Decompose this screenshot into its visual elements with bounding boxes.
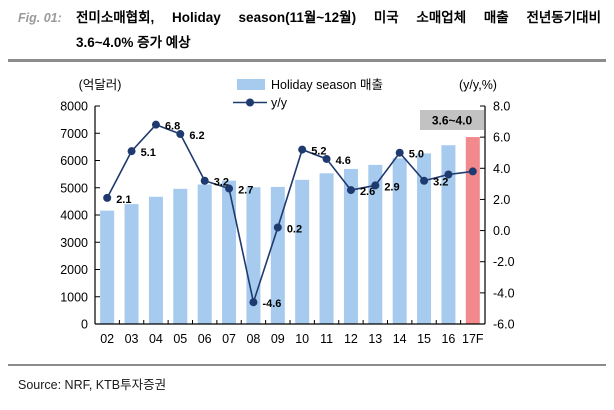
x-tick-label: 16	[441, 332, 455, 346]
bar-13	[368, 164, 383, 324]
left-tick-label: 6000	[60, 154, 88, 168]
right-tick-label: -4.0	[493, 286, 515, 300]
yoy-point-15	[420, 176, 429, 185]
left-tick-label: 4000	[60, 209, 88, 223]
yoy-point-label-04: 6.8	[165, 121, 180, 133]
right-tick-label: 8.0	[493, 100, 510, 114]
x-tick-label: 04	[149, 332, 163, 346]
yoy-line	[106, 123, 473, 306]
x-tick-label: 07	[222, 332, 236, 346]
x-tick-label: 11	[320, 332, 333, 346]
right-tick-label: 4.0	[493, 162, 510, 176]
bar-03	[124, 204, 139, 324]
left-tick-label: 2000	[60, 263, 88, 277]
left-tick-label: 3000	[60, 236, 88, 250]
forecast-range-label: 3.6~4.0	[432, 114, 473, 128]
x-tick-label: 09	[271, 332, 285, 346]
yoy-point-label-09: 0.2	[287, 223, 302, 235]
title-divider-rule	[8, 59, 606, 62]
x-tick-label: 02	[100, 332, 114, 346]
left-tick-label: 5000	[60, 181, 88, 195]
yoy-point-08	[249, 298, 258, 307]
bar-04	[148, 196, 163, 324]
yoy-point-label-05: 6.2	[189, 130, 204, 142]
yoy-point-label-10: 5.2	[311, 146, 326, 158]
yoy-point-09	[273, 223, 282, 232]
right-tick-label: 6.0	[493, 131, 510, 145]
yoy-point-label-12: 2.6	[360, 186, 375, 198]
x-tick-label: 12	[344, 332, 358, 346]
bar-11	[319, 173, 334, 324]
yoy-point-12	[346, 186, 355, 195]
bar-06	[197, 184, 212, 324]
yoy-point-label-14: 5.0	[409, 149, 424, 161]
bar-05	[173, 188, 188, 324]
yoy-point-06	[200, 176, 209, 185]
yoy-point-04	[151, 120, 160, 129]
x-tick-label: 08	[246, 332, 260, 346]
holiday-season-sales-chart: 0 1000 2000 3000 4000 5000 6000 7000 8000 -6.0 -4.…	[60, 78, 515, 346]
legend-bar-swatch	[237, 79, 265, 90]
x-tick-label: 15	[417, 332, 431, 346]
yoy-point-label-02: 2.1	[116, 194, 131, 206]
yoy-point-13	[371, 181, 380, 190]
figure-title-line1: 전미소매협회, Holiday season(11월~12월) 미국 소매업체 …	[76, 10, 601, 25]
yoy-point-10	[298, 145, 307, 154]
figure-header: Fig. 01: 전미소매협회, Holiday season(11월~12월)…	[0, 0, 614, 51]
x-tick-label: 05	[173, 332, 187, 346]
bar-16	[441, 145, 456, 324]
x-tick-label: 06	[198, 332, 212, 346]
left-tick-label: 1000	[60, 290, 88, 304]
figure-title-line2: 3.6~4.0% 증가 예상	[76, 35, 191, 50]
left-tick-label: 0	[81, 318, 88, 332]
right-tick-label: 2.0	[493, 193, 510, 207]
bar-02	[100, 210, 115, 324]
yoy-point-03	[127, 147, 136, 156]
forecast-range-box	[420, 110, 484, 130]
right-tick-label: 0.0	[493, 224, 510, 238]
yoy-point-label-11: 4.6	[336, 155, 351, 167]
legend-label-sales: Holiday season 매출	[271, 78, 383, 92]
legend-label-yoy: y/y	[271, 96, 288, 110]
yoy-point-14	[395, 148, 404, 157]
figure-title: 전미소매협회, Holiday season(11월~12월) 미국 소매업체 …	[76, 9, 601, 51]
x-tick-label: 03	[125, 332, 139, 346]
right-axis-unit-label: (y/y,%)	[459, 78, 497, 92]
yoy-point-11	[322, 154, 331, 163]
yoy-point-05	[176, 130, 185, 139]
footer-divider-rule	[8, 364, 606, 366]
x-tick-label: 14	[393, 332, 407, 346]
yoy-point-17F	[468, 167, 477, 176]
right-tick-label: -2.0	[493, 255, 515, 269]
left-tick-label: 8000	[60, 100, 88, 114]
bar-17F	[465, 137, 480, 324]
x-tick-label: 13	[368, 332, 382, 346]
right-tick-label: -6.0	[493, 318, 515, 332]
legend-line-marker	[246, 98, 254, 107]
x-tick-label: 10	[295, 332, 309, 346]
bar-10	[295, 179, 310, 324]
left-tick-label: 7000	[60, 127, 88, 141]
yoy-point-02	[103, 193, 112, 202]
bar-14	[392, 158, 407, 324]
bar-15	[417, 153, 432, 324]
yoy-point-16	[444, 170, 453, 179]
yoy-point-label-08: -4.6	[262, 298, 281, 310]
figure-number-label: Fig. 01:	[18, 11, 62, 25]
bar-09	[270, 186, 285, 324]
yoy-point-label-06: 3.2	[214, 177, 229, 189]
yoy-point-07	[225, 184, 234, 193]
left-axis-unit-label: (억달러)	[79, 78, 122, 92]
yoy-point-label-15: 3.2	[433, 177, 448, 189]
yoy-point-label-03: 5.1	[141, 147, 156, 159]
yoy-point-label-07: 2.7	[238, 185, 253, 197]
bar-12	[343, 168, 358, 324]
bar-07	[222, 180, 237, 324]
source-note: Source: NRF, KTB투자증권	[18, 378, 167, 392]
yoy-point-label-13: 2.9	[384, 181, 399, 193]
x-tick-label: 17F	[462, 332, 484, 346]
